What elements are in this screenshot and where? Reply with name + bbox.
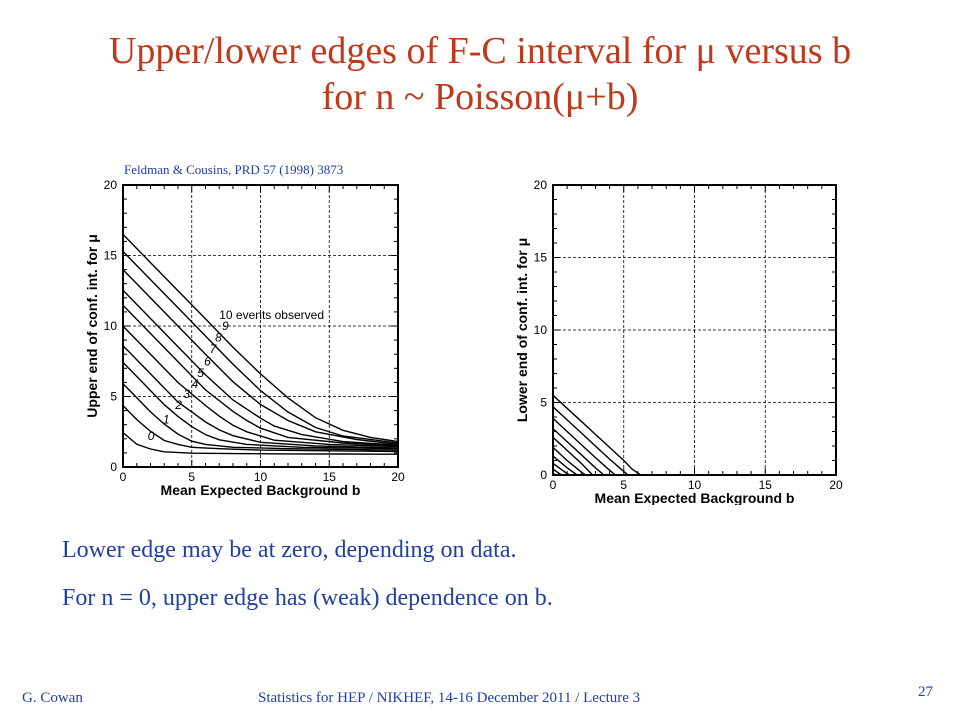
y-tick-label: 15 — [104, 249, 118, 263]
series-line-5 — [122, 325, 399, 448]
series-line-n1 — [552, 472, 557, 476]
series-line-2 — [122, 383, 399, 451]
series-line-n8 — [552, 417, 616, 476]
y-tick-label: 20 — [104, 178, 118, 192]
curve-label: 4 — [192, 377, 199, 391]
chart-annotation: 10 events observed — [219, 308, 324, 322]
series-line-8 — [122, 269, 399, 446]
x-tick-label: 0 — [550, 478, 557, 492]
series-line-n4 — [552, 455, 578, 476]
x-tick-label: 20 — [391, 470, 405, 484]
body-text-line1: Lower edge may be at zero, depending on … — [62, 537, 517, 563]
series-line-9 — [122, 250, 399, 444]
footer-course: Statistics for HEP / NIKHEF, 14-16 Decem… — [258, 690, 641, 706]
series-line-10 — [122, 233, 399, 443]
series-line-n7 — [552, 428, 605, 476]
series-line-6 — [122, 304, 399, 447]
y-tick-label: 10 — [534, 323, 548, 337]
curve-label: 5 — [197, 366, 204, 380]
x-tick-label: 5 — [188, 470, 195, 484]
y-axis-label: Lower end of conf. int. for μ — [514, 238, 530, 422]
x-tick-label: 10 — [254, 470, 268, 484]
y-tick-label: 5 — [540, 396, 547, 410]
curve-label: 0 — [148, 429, 155, 443]
x-axis-label: Mean Expected Background b — [161, 482, 361, 498]
series-line-n5 — [552, 446, 586, 476]
y-tick-label: 0 — [110, 460, 117, 474]
series-line-n10 — [552, 394, 642, 476]
x-tick-label: 0 — [120, 470, 127, 484]
x-tick-label: 5 — [620, 478, 627, 492]
series-line-3 — [122, 361, 399, 450]
citation: Feldman & Cousins, PRD 57 (1998) 3873 — [124, 162, 344, 177]
x-tick-label: 15 — [323, 470, 337, 484]
series-line-n6 — [552, 436, 594, 476]
lower-edge-chart: 0 5 10 15 20 0 5 10 15 20 Mean Expected Background… — [514, 178, 843, 505]
series-line-0 — [122, 432, 399, 455]
series-line-n2 — [552, 468, 562, 476]
x-tick-label: 10 — [688, 478, 702, 492]
x-axis-label: Mean Expected Background b — [595, 490, 795, 505]
series-line-7 — [122, 289, 399, 446]
series-line-4 — [122, 345, 399, 449]
footer-author: G. Cowan — [22, 690, 83, 706]
curve-label: 8 — [215, 331, 222, 345]
series-line-n3 — [552, 462, 571, 476]
page-number: 27 — [918, 684, 933, 700]
curve-label: 2 — [174, 398, 182, 412]
y-tick-label: 5 — [110, 390, 117, 404]
slide-title-line2: for n ~ Poisson(μ+b) — [321, 76, 639, 118]
curve-label: 9 — [222, 319, 229, 333]
series-line-n9 — [552, 406, 629, 476]
curve-label: 3 — [184, 387, 191, 401]
body-text-line2: For n = 0, upper edge has (weak) depende… — [62, 585, 553, 611]
curve-label: 7 — [210, 342, 218, 356]
y-tick-label: 0 — [540, 468, 547, 482]
series-line-1 — [122, 405, 399, 453]
y-tick-label: 20 — [534, 178, 548, 192]
x-tick-label: 15 — [759, 478, 773, 492]
y-axis-label: Upper end of conf. int. for μ — [84, 234, 100, 418]
y-tick-label: 15 — [534, 251, 548, 265]
x-tick-label: 20 — [829, 478, 843, 492]
slide-title-line1: Upper/lower edges of F-C interval for μ … — [108, 30, 852, 72]
y-tick-label: 10 — [104, 319, 118, 333]
curve-label: 1 — [163, 412, 170, 426]
curve-label: 6 — [204, 354, 211, 368]
